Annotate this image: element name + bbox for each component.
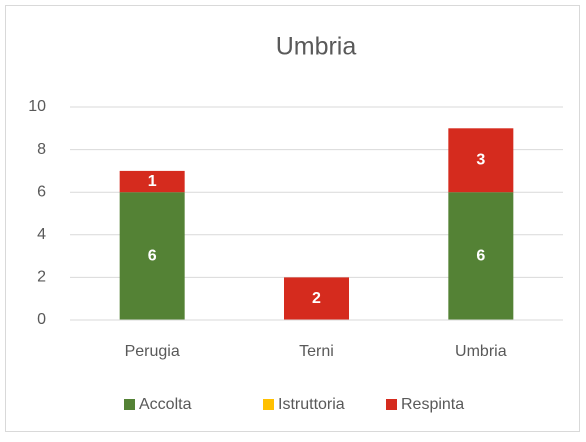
y-tick-label: 6 <box>37 183 46 200</box>
legend-label: Respinta <box>401 396 464 413</box>
y-tick-label: 4 <box>37 226 46 243</box>
data-label: 3 <box>476 151 485 168</box>
data-label: 2 <box>312 290 321 307</box>
bar-segment <box>119 170 185 193</box>
y-tick-label: 2 <box>37 269 46 286</box>
legend-label: Istruttoria <box>278 396 345 413</box>
bar-segment <box>284 277 349 320</box>
legend-swatch <box>263 399 274 410</box>
y-tick-label: 0 <box>37 311 46 328</box>
legend-swatch <box>386 399 397 410</box>
bar-segment <box>119 192 185 320</box>
bar-segment <box>448 192 514 320</box>
data-label: 6 <box>148 247 157 264</box>
legend-label: Accolta <box>139 396 192 413</box>
bar-segment <box>448 128 514 193</box>
chart-title: Umbria <box>276 33 357 61</box>
legend-swatch <box>124 399 135 410</box>
x-tick-label: Terni <box>299 343 334 360</box>
x-tick-label: Umbria <box>455 343 507 360</box>
data-label: 1 <box>148 173 157 190</box>
y-tick-label: 8 <box>37 141 46 158</box>
x-tick-label: Perugia <box>125 343 180 360</box>
y-tick-label: 10 <box>28 98 46 115</box>
data-label: 6 <box>476 247 485 264</box>
